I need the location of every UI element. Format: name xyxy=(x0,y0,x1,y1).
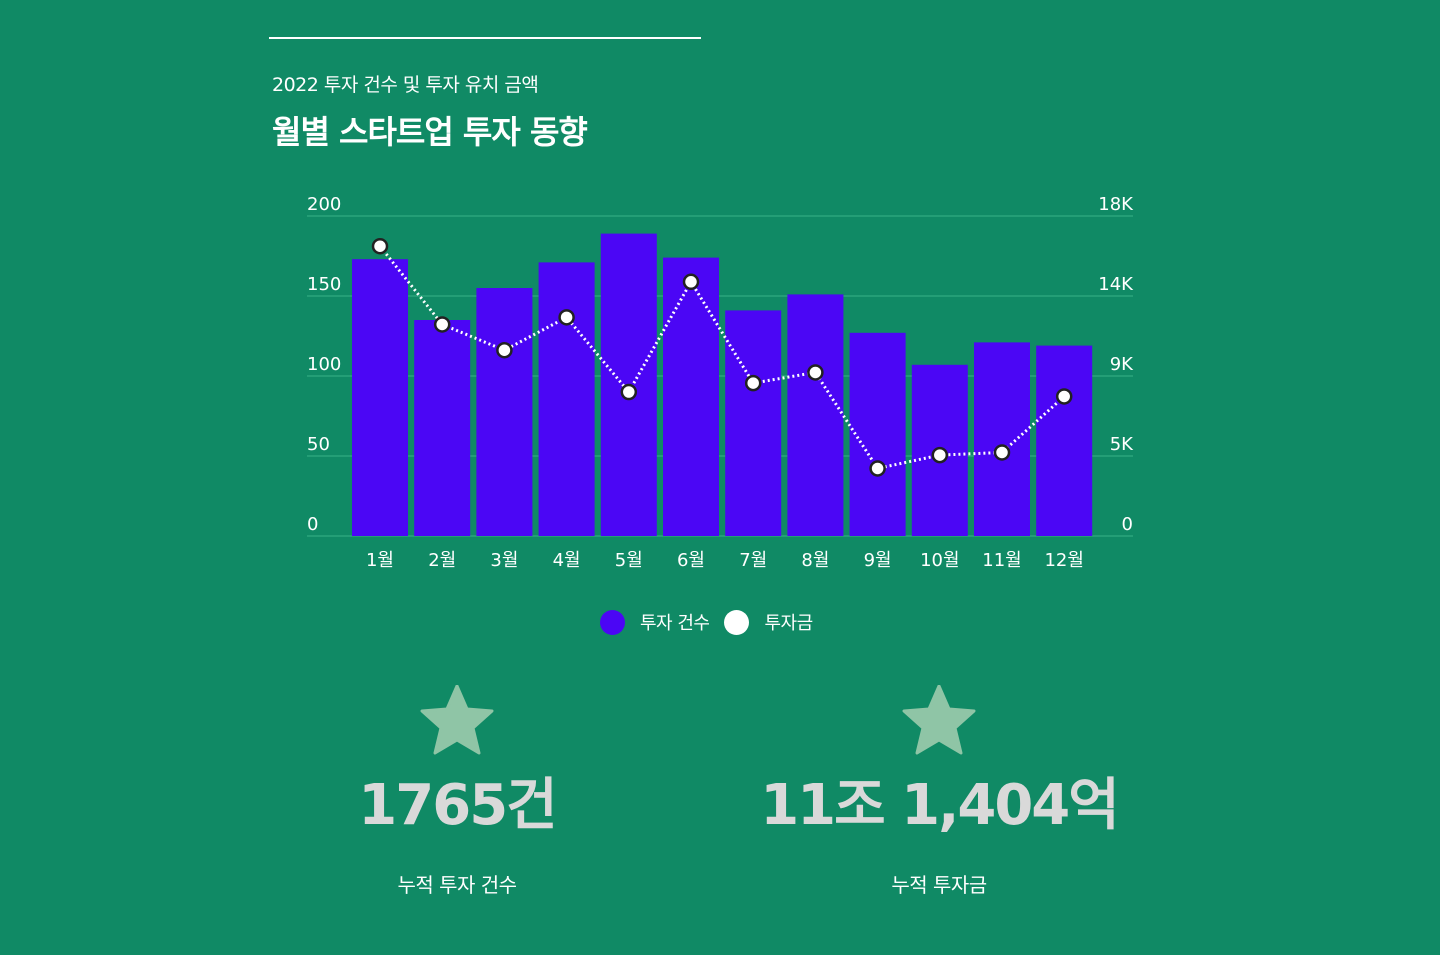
bar xyxy=(849,332,906,536)
line-point xyxy=(1055,388,1073,405)
line-point xyxy=(558,309,575,326)
line-point xyxy=(993,444,1011,461)
x-tick-label: 4월 xyxy=(553,550,581,571)
line-point xyxy=(869,460,886,477)
y-right-tick-label: 14K xyxy=(1098,274,1134,295)
legend-bar-swatch xyxy=(600,609,625,635)
stat-label-count: 누적 투자 건수 xyxy=(397,873,517,897)
y-left-tick-label: 100 xyxy=(307,354,341,375)
stat-value-amount: 11조 1,404억 xyxy=(760,773,1120,838)
legend-bar-label: 투자 건수 xyxy=(640,613,710,634)
x-tick-label: 10월 xyxy=(920,550,959,571)
x-tick-label: 9월 xyxy=(864,550,892,571)
bar xyxy=(538,262,595,536)
bar xyxy=(352,259,408,536)
chart-subtitle: 2022 투자 건수 및 투자 유치 금액 xyxy=(272,74,539,96)
axis-ticks: 0 0 50 5K 100 9K 150 14K 200 18K 1월 2월 3월 4월 5월 6월 7월 8월 9… xyxy=(307,194,1134,571)
legend-line-label: 투자금 xyxy=(764,613,813,634)
y-left-tick-label: 200 xyxy=(307,194,341,215)
legend-line-swatch xyxy=(724,609,750,635)
line-point xyxy=(931,446,949,464)
x-tick-label: 1월 xyxy=(366,550,394,571)
stat-card-amount: 11조 1,404억 누적 투자금 xyxy=(719,685,1159,898)
x-tick-label: 11월 xyxy=(982,550,1021,571)
x-tick-label: 7월 xyxy=(739,550,767,571)
y-right-tick-label: 9K xyxy=(1110,354,1134,375)
line-point xyxy=(682,273,700,291)
y-right-tick-label: 5K xyxy=(1110,434,1134,455)
line-point xyxy=(433,316,451,333)
x-tick-label: 8월 xyxy=(801,550,829,571)
x-tick-label: 2월 xyxy=(428,550,456,571)
x-tick-label: 3월 xyxy=(490,550,518,571)
combo-chart: 0 0 50 5K 100 9K 150 14K 200 18K 1월 2월 3월 4월 5월 6월 7월 8월 9… xyxy=(307,194,1134,571)
bar xyxy=(787,294,844,536)
bar xyxy=(725,310,782,536)
star-icon xyxy=(420,685,494,755)
line-point xyxy=(744,374,762,392)
line-point xyxy=(620,383,638,401)
y-right-tick-label: 18K xyxy=(1098,194,1134,215)
line-point xyxy=(807,364,824,381)
chart-legend: 투자 건수 투자금 xyxy=(600,608,828,636)
stat-value-count: 1765건 xyxy=(358,773,557,838)
stat-card-count: 1765건 누적 투자 건수 xyxy=(237,685,677,898)
top-rule xyxy=(269,37,701,39)
line-series xyxy=(378,245,1066,471)
x-tick-label: 6월 xyxy=(677,550,705,571)
x-tick-label: 5월 xyxy=(615,550,643,571)
chart-title: 월별 스타트업 투자 동향 xyxy=(272,113,588,151)
y-left-tick-label: 0 xyxy=(307,514,318,535)
y-right-tick-label: 0 xyxy=(1122,514,1133,535)
bar xyxy=(663,257,719,536)
y-left-tick-label: 50 xyxy=(307,434,330,455)
line-points xyxy=(371,237,1073,477)
stat-label-amount: 누적 투자금 xyxy=(891,873,987,897)
bar xyxy=(1036,345,1093,536)
bar xyxy=(414,320,471,536)
line-point xyxy=(496,341,513,359)
line-point xyxy=(371,237,389,255)
bar xyxy=(974,342,1030,536)
bar-series xyxy=(352,233,1093,536)
star-icon xyxy=(902,685,976,755)
y-left-tick-label: 150 xyxy=(307,274,341,295)
x-tick-label: 12월 xyxy=(1044,550,1083,571)
bar xyxy=(476,288,533,536)
